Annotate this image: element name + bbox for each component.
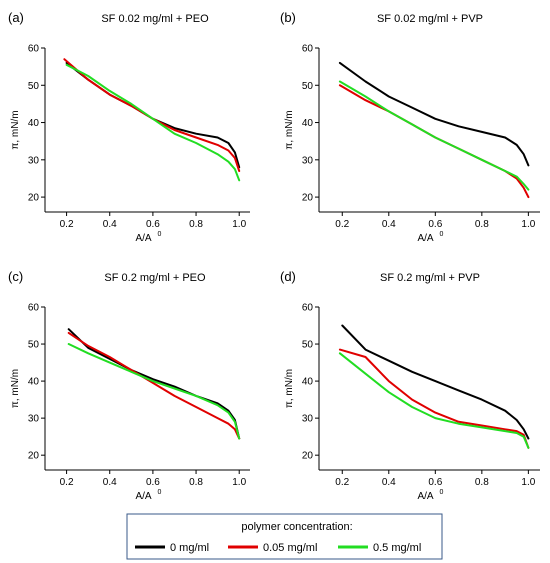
y-tick-label-d: 40 xyxy=(302,377,314,388)
x-tick-label-b: 0.8 xyxy=(475,219,489,230)
chart-panel-a: (a) SF 0.02 mg/ml + PEO 20 30 40 50 60 0.2 0.4 0.… xyxy=(8,10,250,244)
x-tick-label-b: 0.2 xyxy=(335,219,349,230)
x-tick-label-a: 0.2 xyxy=(60,219,74,230)
legend: polymer concentration: 0 mg/ml 0.05 mg/m… xyxy=(126,513,443,560)
x-axis-label-sup-a: 0 xyxy=(158,231,162,238)
x-tick-label-a: 0.6 xyxy=(146,219,160,230)
y-tick-label-b: 20 xyxy=(302,193,314,204)
x-axis-label-a: A/A xyxy=(135,233,151,244)
panel-letter-a: (a) xyxy=(8,10,24,25)
legend-label-1: 0.05 mg/ml xyxy=(263,542,317,554)
x-tick-label-b: 1.0 xyxy=(521,219,535,230)
x-tick-label-d: 0.6 xyxy=(428,477,442,488)
y-axis-label-a: π, mN/m xyxy=(10,110,21,149)
panel-title-c: SF 0.2 mg/ml + PEO xyxy=(104,272,206,284)
legend-box xyxy=(126,513,443,560)
x-axis-label-d: A/A xyxy=(417,491,433,502)
x-tick-label-c: 1.0 xyxy=(232,477,246,488)
x-tick-label-c: 0.6 xyxy=(146,477,160,488)
panel-title-d: SF 0.2 mg/ml + PVP xyxy=(380,272,480,284)
y-axis-label-d: π, mN/m xyxy=(284,369,295,408)
y-tick-label-d: 60 xyxy=(302,303,314,314)
y-tick-label-a: 40 xyxy=(28,118,40,129)
x-tick-label-a: 0.4 xyxy=(103,219,117,230)
x-axis-label-c: A/A xyxy=(135,491,151,502)
y-tick-label-a: 50 xyxy=(28,81,40,92)
panel-title-b: SF 0.02 mg/ml + PVP xyxy=(377,13,483,25)
x-tick-label-a: 0.8 xyxy=(189,219,203,230)
x-tick-label-c: 0.8 xyxy=(189,477,203,488)
x-axis-label-sup-b: 0 xyxy=(440,231,444,238)
x-tick-label-d: 0.2 xyxy=(335,477,349,488)
y-axis-label-c: π, mN/m xyxy=(10,369,21,408)
y-tick-label-d: 30 xyxy=(302,414,314,425)
y-tick-label-a: 30 xyxy=(28,155,40,166)
y-tick-label-c: 40 xyxy=(28,377,40,388)
chart-panel-b: (b) SF 0.02 mg/ml + PVP 20 30 40 50 60 0.2 0.4 0.… xyxy=(280,10,540,244)
y-tick-label-b: 60 xyxy=(302,44,314,55)
series-line-b-2 xyxy=(338,80,530,191)
y-tick-label-c: 50 xyxy=(28,340,40,351)
chart-panel-d: (d) SF 0.2 mg/ml + PVP 20 30 40 50 60 0.2 0.4 0.6… xyxy=(280,269,540,502)
legend-title: polymer concentration: xyxy=(241,521,352,533)
x-tick-label-d: 1.0 xyxy=(521,477,535,488)
y-tick-label-a: 60 xyxy=(28,44,40,55)
series-line-c-1 xyxy=(67,331,241,440)
series-line-a-1 xyxy=(63,58,241,172)
y-axis-label-b: π, mN/m xyxy=(284,110,295,149)
y-tick-label-b: 40 xyxy=(302,118,314,129)
panel-letter-b: (b) xyxy=(280,10,296,25)
y-tick-label-c: 30 xyxy=(28,414,40,425)
y-tick-label-a: 20 xyxy=(28,193,40,204)
x-axis-label-sup-c: 0 xyxy=(158,489,162,496)
y-tick-label-d: 20 xyxy=(302,451,314,462)
y-tick-label-c: 60 xyxy=(28,303,40,314)
y-tick-label-b: 30 xyxy=(302,155,314,166)
x-tick-label-c: 0.2 xyxy=(60,477,74,488)
series-line-d-1 xyxy=(338,348,530,449)
panel-title-a: SF 0.02 mg/ml + PEO xyxy=(101,13,209,25)
series-line-d-0 xyxy=(341,324,530,440)
x-axis-label-b: A/A xyxy=(417,233,433,244)
series-line-a-2 xyxy=(65,63,241,182)
series-line-b-0 xyxy=(338,61,530,167)
panel-letter-d: (d) xyxy=(280,269,296,284)
x-tick-label-d: 0.8 xyxy=(475,477,489,488)
chart-panel-c: (c) SF 0.2 mg/ml + PEO 20 30 40 50 60 0.2 0.4 0.6… xyxy=(8,269,250,502)
y-tick-label-b: 50 xyxy=(302,81,314,92)
panel-letter-c: (c) xyxy=(8,269,23,284)
legend-label-0: 0 mg/ml xyxy=(170,542,209,554)
y-tick-label-d: 50 xyxy=(302,340,314,351)
legend-label-2: 0.5 mg/ml xyxy=(373,542,421,554)
x-tick-label-c: 0.4 xyxy=(103,477,117,488)
x-tick-label-a: 1.0 xyxy=(232,219,246,230)
x-tick-label-b: 0.6 xyxy=(428,219,442,230)
y-tick-label-c: 20 xyxy=(28,451,40,462)
series-line-d-2 xyxy=(338,352,530,449)
x-axis-label-sup-d: 0 xyxy=(440,489,444,496)
x-tick-label-b: 0.4 xyxy=(382,219,396,230)
x-tick-label-d: 0.4 xyxy=(382,477,396,488)
series-line-c-2 xyxy=(67,343,241,440)
series-line-c-0 xyxy=(67,328,241,440)
